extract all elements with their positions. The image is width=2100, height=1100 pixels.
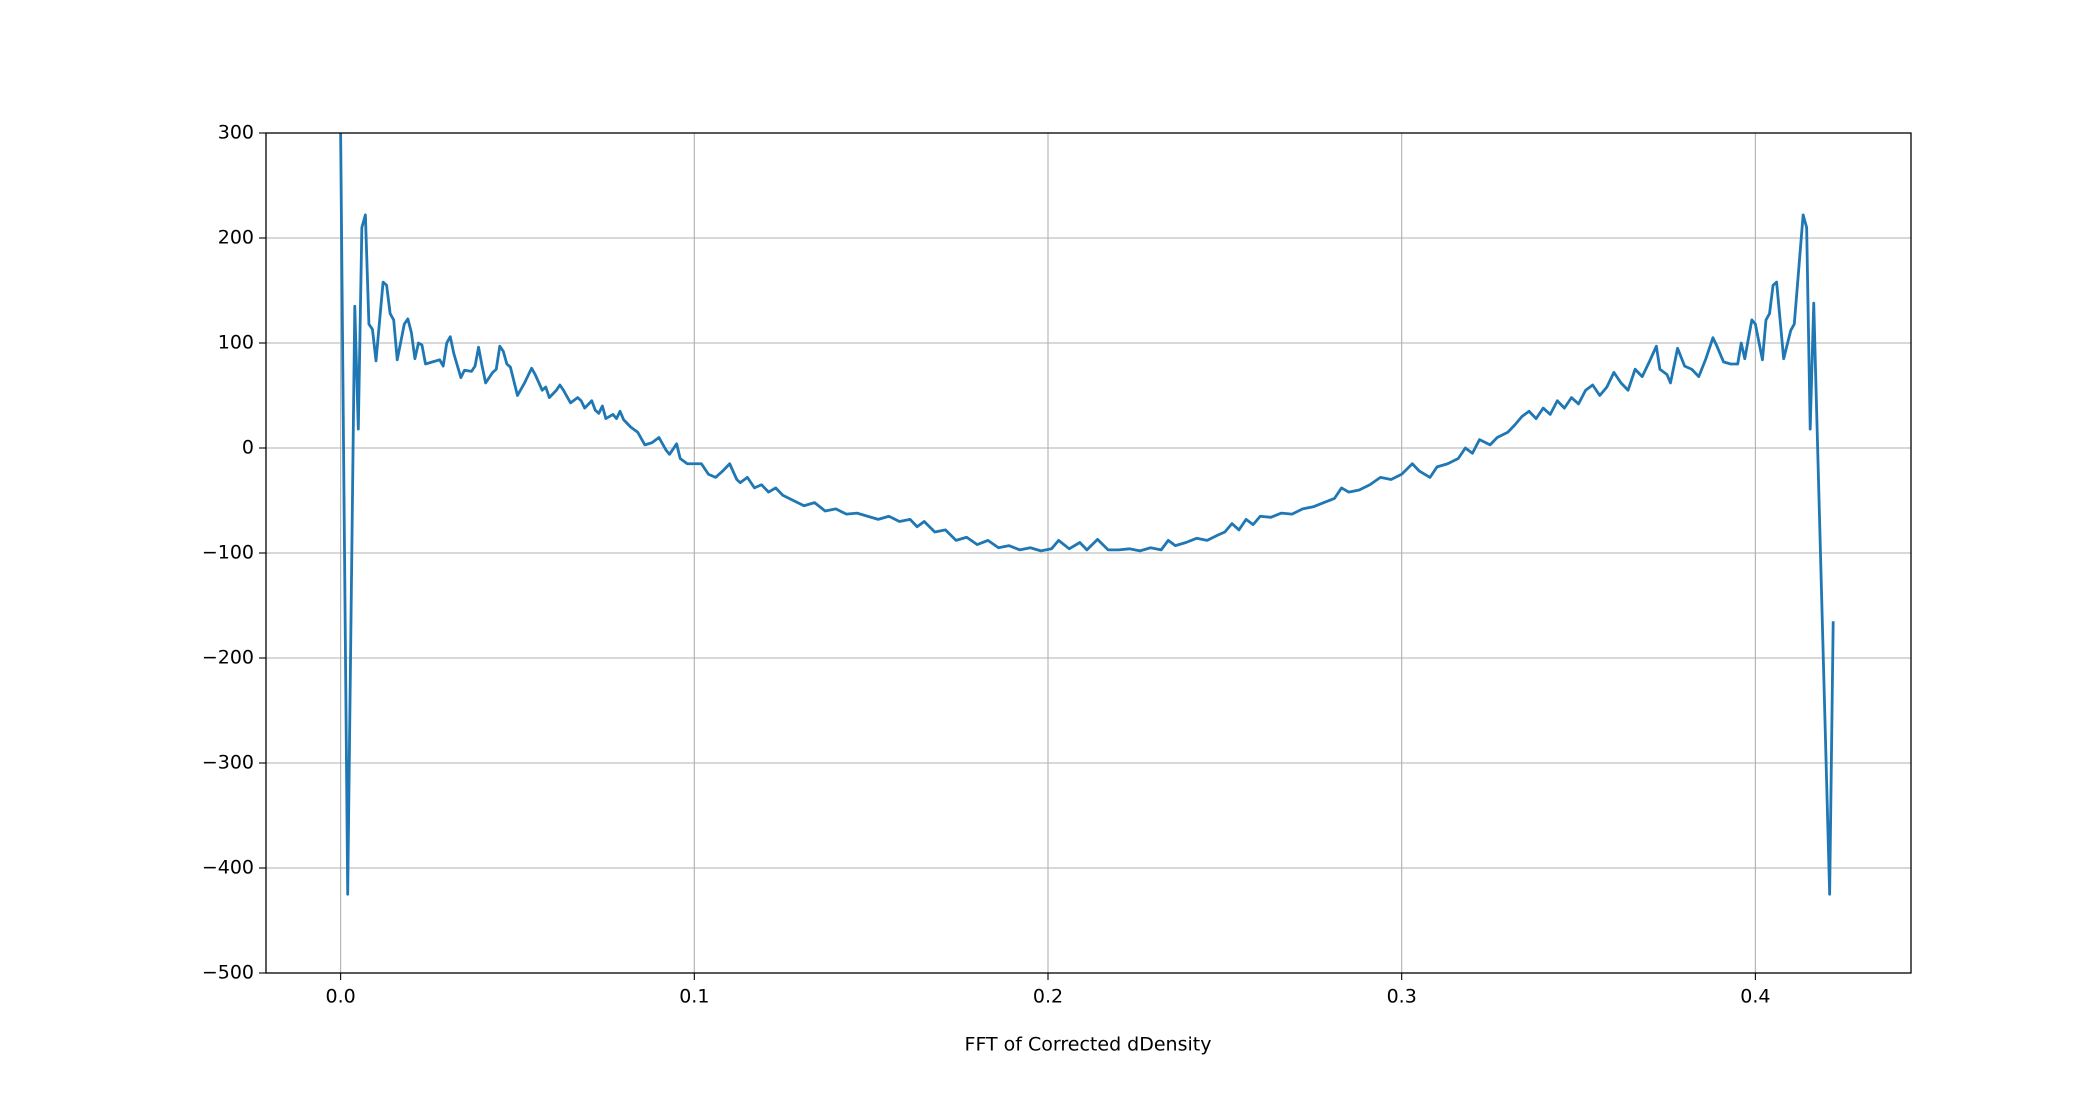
y-tick-label: −400 [202, 857, 254, 879]
y-tick-label: −500 [202, 962, 254, 984]
y-tick-label: 0 [242, 437, 254, 459]
y-tick-label: 100 [218, 332, 254, 354]
x-axis-label: FFT of Corrected dDensity [965, 1034, 1212, 1056]
x-tick-label: 0.2 [1033, 986, 1063, 1008]
x-tick-label: 0.3 [1387, 986, 1417, 1008]
x-tick-label: 0.0 [326, 986, 356, 1008]
x-tick-label: 0.1 [679, 986, 709, 1008]
y-tick-label: −300 [202, 752, 254, 774]
y-tick-label: 300 [218, 122, 254, 144]
y-tick-label: −100 [202, 542, 254, 564]
plot-frame [265, 132, 1912, 974]
y-tick-label: 200 [218, 227, 254, 249]
data-line [339, 133, 1835, 896]
y-tick-label: −200 [202, 647, 254, 669]
x-tick-label: 0.4 [1740, 986, 1770, 1008]
